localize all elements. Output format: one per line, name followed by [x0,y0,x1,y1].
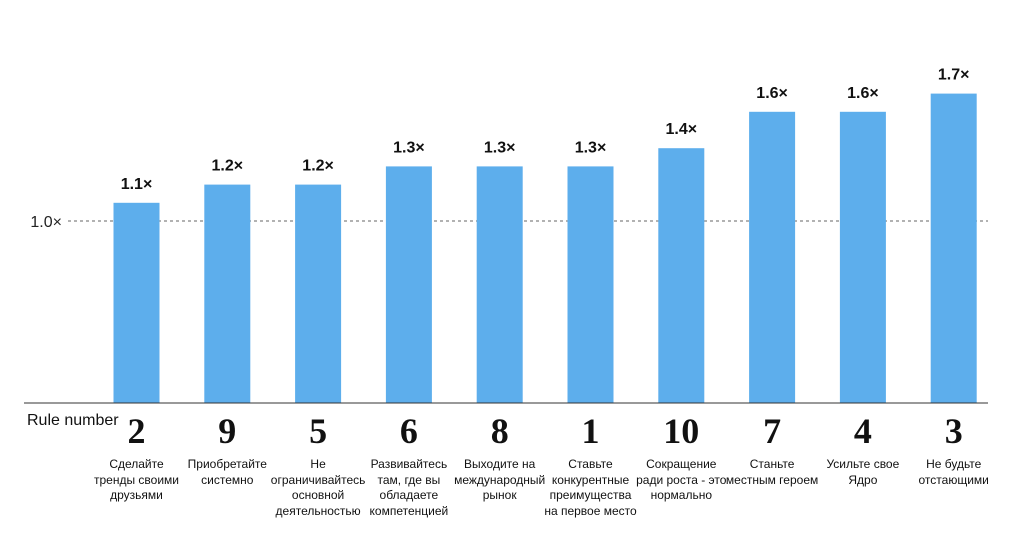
bar-rule-1 [567,166,614,403]
rule-numbers-group: 2 9 5 6 8 1 10 7 4 3 [128,411,963,451]
value-label: 1.4× [666,121,698,138]
rule-description: Не ограничивайтесь основной деятельность… [270,457,366,518]
rule-description: Не будьте отстающими [918,457,989,487]
bar-rule-8 [476,166,523,403]
rule-number-label: 8 [491,411,509,451]
rule-description: Выходите на международный рынок [454,457,546,502]
bar-rule-10 [658,148,705,403]
bar-rule-6 [385,166,432,403]
value-label: 1.6× [756,85,788,102]
rule-number-label: 1 [582,411,600,451]
bar-rule-3 [930,93,977,403]
bar-rule-4 [839,111,886,404]
rule-number-label: 6 [400,411,418,451]
value-label: 1.2× [212,158,244,175]
bars-group: 1.1× 1.2× 1.2× 1.3× 1.3× 1.3× 1.4× 1.6× 1.6× 1.7× [113,67,977,404]
bar-rule-9 [204,184,251,403]
bar-rule-5 [295,184,342,403]
rule-description: Ставьте конкурентные преимущества на пер… [544,457,637,518]
value-label: 1.1× [121,176,153,193]
reference-line-label: 1.0× [30,214,62,231]
rule-number-label: 7 [763,411,781,451]
rule-number-label: 4 [854,411,872,451]
value-label: 1.2× [302,158,334,175]
x-axis-title: Rule number [27,412,119,429]
rule-number-label: 5 [309,411,327,451]
rule-description: Развивайтесь там, где вы обладаете компе… [369,457,449,518]
rule-description: Сделайте тренды своими друзьями [93,457,179,502]
rule-description: Сокращение ради роста - это нормально [636,457,727,502]
value-label: 1.6× [847,85,879,102]
rule-description: Станьте местным героем [725,457,819,487]
value-label: 1.3× [393,139,425,156]
rule-number-label: 9 [218,411,236,451]
rule-description: Усильте свое Ядро [826,457,900,487]
value-label: 1.3× [575,139,607,156]
bar-rule-7 [749,111,796,404]
value-label: 1.7× [938,67,970,84]
value-label: 1.3× [484,139,516,156]
bar-rule-2 [113,202,160,403]
rule-description: Приобретайте системно [187,457,267,487]
rule-number-label: 10 [663,411,699,451]
rule-number-label: 3 [945,411,963,451]
rule-number-label: 2 [128,411,146,451]
